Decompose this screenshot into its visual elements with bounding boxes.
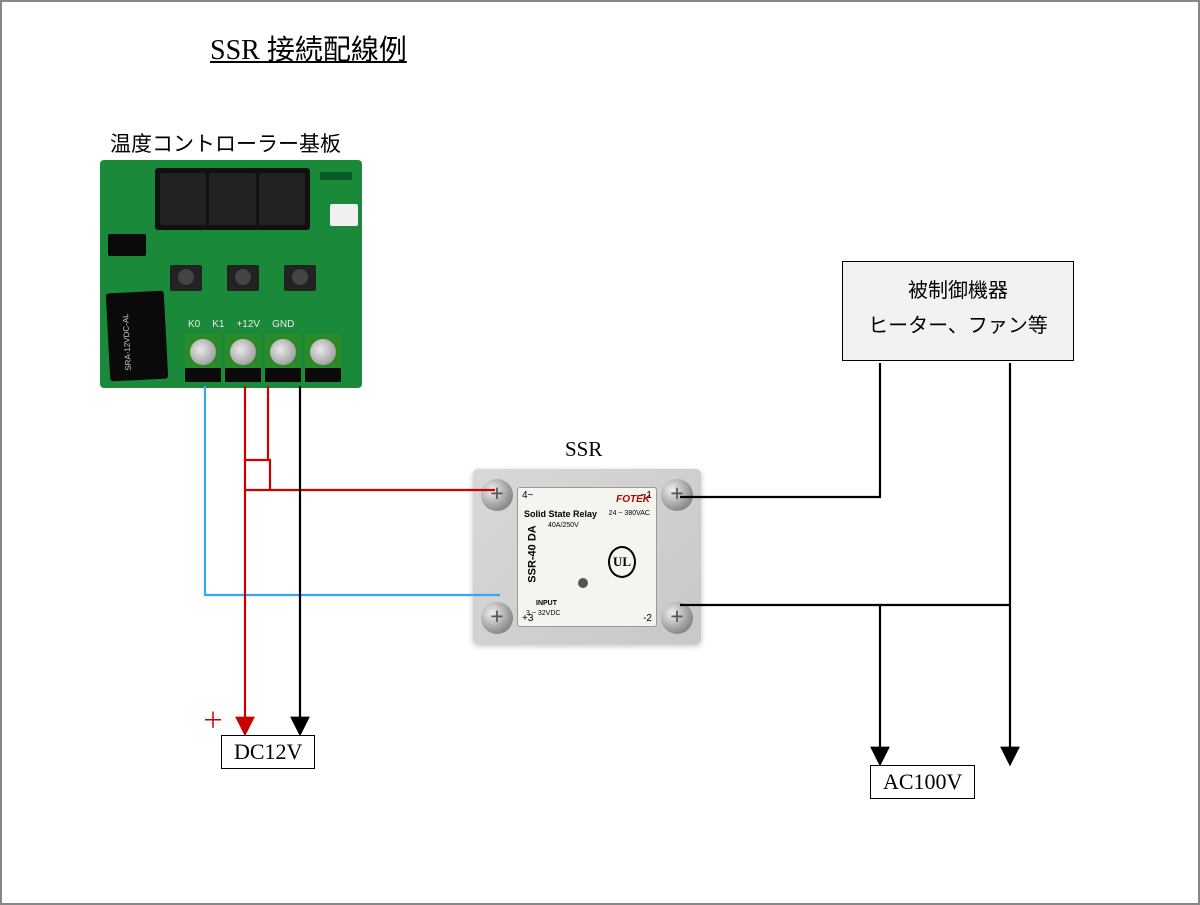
- ssr-module: FOTEK Solid State Relay SSR-40 DA 40A/25…: [473, 469, 701, 644]
- page-title: SSR 接続配線例: [210, 28, 407, 68]
- ssr-input-label: INPUT: [536, 600, 557, 608]
- ul-mark-icon: UL: [608, 546, 636, 578]
- controller-label: 温度コントローラー基板: [110, 128, 341, 158]
- board-button: [170, 265, 202, 291]
- board-button: [284, 265, 316, 291]
- board-button: [227, 265, 259, 291]
- terminal-k0: [185, 334, 221, 382]
- seven-segment-display: [155, 168, 310, 230]
- ssr-brand: FOTEK: [524, 494, 650, 505]
- device-subtitle: ヒーター、ファン等: [843, 309, 1073, 338]
- device-title: 被制御機器: [843, 274, 1073, 303]
- terminal-label: GND: [272, 319, 294, 330]
- ssr-rating: 40A/250V: [548, 522, 650, 530]
- terminal-label: +12V: [236, 319, 260, 330]
- ssr-label: SSR: [565, 437, 602, 462]
- controlled-device-box: 被制御機器 ヒーター、ファン等: [842, 261, 1074, 361]
- dc12v-box: DC12V: [221, 735, 315, 769]
- terminal-label: K0: [188, 319, 200, 330]
- terminal-label: K1: [212, 319, 224, 330]
- plus-icon: ＋: [202, 703, 224, 735]
- diagram-canvas: SSR 接続配線例 温度コントローラー基板 SRA-12VDC-AL K0 K1…: [0, 0, 1200, 905]
- relay-text: SRA-12VDC-AL: [121, 313, 133, 371]
- ac100v-box: AC100V: [870, 765, 975, 799]
- controller-board: SRA-12VDC-AL K0 K1 +12V GND: [100, 160, 362, 388]
- terminal-gnd: [305, 334, 341, 382]
- terminal-12v: [265, 334, 301, 382]
- ssr-output-range: 24 ~ 380VAC: [609, 510, 650, 518]
- ssr-model: SSR-40 DA: [527, 525, 539, 582]
- terminal-k1: [225, 334, 261, 382]
- relay-module: SRA-12VDC-AL: [106, 291, 169, 382]
